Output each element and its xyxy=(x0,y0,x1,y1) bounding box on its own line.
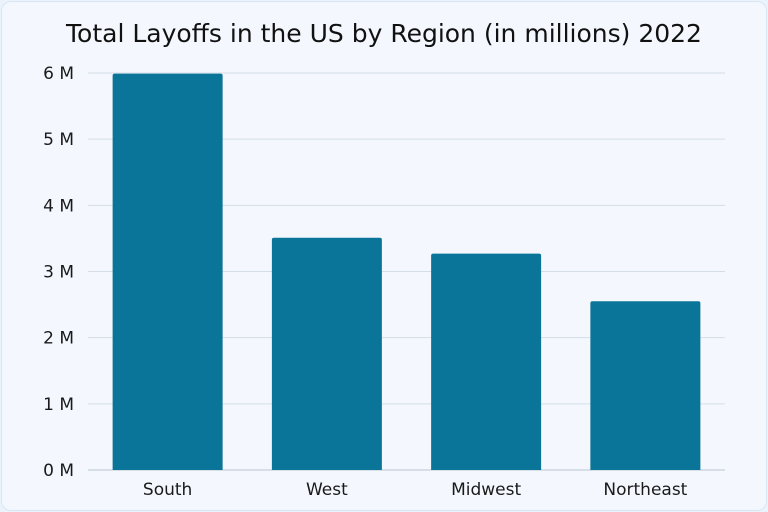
y-tick-label: 0 M xyxy=(43,461,74,481)
bar-midwest xyxy=(431,253,542,470)
y-tick-label: 5 M xyxy=(43,130,74,150)
x-tick-label: South xyxy=(143,480,192,500)
bar-west xyxy=(271,237,382,470)
y-tick-label: 1 M xyxy=(43,395,74,415)
y-tick-label: 2 M xyxy=(43,329,74,349)
x-tick-label: Northeast xyxy=(603,480,687,500)
bar-south xyxy=(112,73,223,470)
x-tick-label: West xyxy=(306,480,348,500)
y-tick-label: 3 M xyxy=(43,263,74,283)
y-tick-label: 6 M xyxy=(43,64,74,84)
y-tick-label: 4 M xyxy=(43,196,74,216)
chart-title: Total Layoffs in the US by Region (in mi… xyxy=(65,19,702,48)
bar-northeast xyxy=(590,301,701,470)
x-tick-label: Midwest xyxy=(451,480,521,500)
